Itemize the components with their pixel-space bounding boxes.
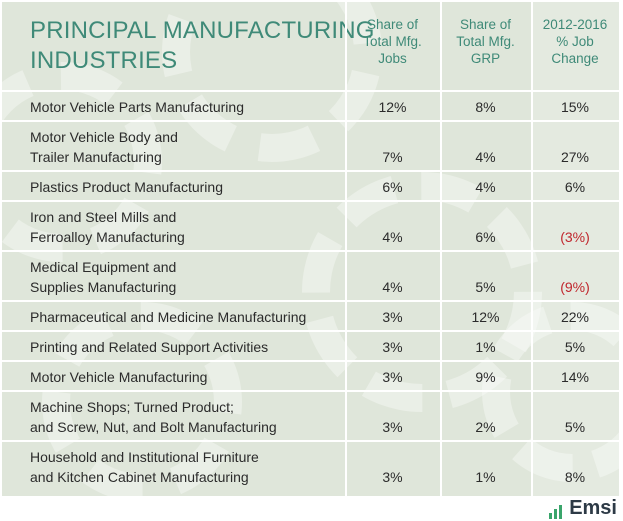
logo-text: Emsi xyxy=(569,497,617,519)
row-name-line: Machine Shops; Turned Product; xyxy=(30,399,234,415)
column-header-line: Jobs xyxy=(378,51,407,66)
row-name: Plastics Product Manufacturing xyxy=(30,177,223,197)
row-value: 3% xyxy=(382,309,403,325)
row-name-line: Printing and Related Support Activities xyxy=(30,339,269,355)
row-value: 22% xyxy=(560,309,590,325)
row-name: Motor Vehicle Manufacturing xyxy=(30,367,207,387)
table-row: Motor Vehicle Parts Manufacturing 12% 8% 15… xyxy=(2,90,619,120)
column-divider xyxy=(440,2,442,496)
row-value: 9% xyxy=(475,369,496,385)
row-value: 6% xyxy=(382,179,403,195)
row-value: 1% xyxy=(475,469,496,485)
row-value: 2% xyxy=(475,419,496,435)
row-value: 5% xyxy=(475,279,496,295)
row-name: Motor Vehicle Body and Trailer Manufactur… xyxy=(30,127,178,167)
column-divider xyxy=(531,2,533,496)
column-divider xyxy=(345,2,347,496)
row-name: Pharmaceutical and Medicine Manufacturin… xyxy=(30,307,306,327)
row-name-line: Iron and Steel Mills and xyxy=(30,209,177,225)
row-value: 3% xyxy=(382,419,403,435)
table-row: Plastics Product Manufacturing 6% 4% 6% xyxy=(2,170,619,200)
row-value: 3% xyxy=(382,339,403,355)
row-name-line: Supplies Manufacturing xyxy=(30,279,177,295)
row-name-line: Medical Equipment and xyxy=(30,259,177,275)
row-value: 5% xyxy=(564,339,586,355)
logo-bar xyxy=(549,513,553,519)
row-value: 1% xyxy=(475,339,496,355)
row-value: 12% xyxy=(471,309,500,325)
row-name-line: Pharmaceutical and Medicine Manufacturin… xyxy=(30,309,307,325)
logo-bar xyxy=(554,509,558,519)
row-value: 4% xyxy=(382,279,403,295)
row-value: (9%) xyxy=(560,279,590,295)
row-name-line: Motor Vehicle Parts Manufacturing xyxy=(30,99,244,115)
row-value: 7% xyxy=(382,149,403,165)
row-name: Household and Institutional Furniture and… xyxy=(30,447,259,487)
row-name-line: Plastics Product Manufacturing xyxy=(30,179,223,195)
table-row: Machine Shops; Turned Product; and Screw,… xyxy=(2,390,619,440)
row-value: 8% xyxy=(564,469,586,485)
column-header-line: % Job xyxy=(556,34,594,49)
row-value: 6% xyxy=(475,229,496,245)
column-header-line: Change xyxy=(551,51,599,66)
table-row: Motor Vehicle Body and Trailer Manufactur… xyxy=(2,120,619,170)
column-header-line: 2012-2016 xyxy=(542,17,608,32)
row-value: 14% xyxy=(560,369,590,385)
row-value: 4% xyxy=(382,229,403,245)
row-name: Motor Vehicle Parts Manufacturing xyxy=(30,97,244,117)
row-value: 5% xyxy=(564,419,586,435)
table-row: Iron and Steel Mills and Ferroalloy Manuf… xyxy=(2,200,619,250)
row-value: 12% xyxy=(378,99,407,115)
row-name: Iron and Steel Mills and Ferroalloy Manuf… xyxy=(30,207,185,247)
row-value: 15% xyxy=(560,99,590,115)
row-name-line: and Screw, Nut, and Bolt Manufacturing xyxy=(30,419,277,435)
row-name-line: and Kitchen Cabinet Manufacturing xyxy=(30,469,249,485)
column-header-line: GRP xyxy=(470,51,501,66)
row-value: 6% xyxy=(564,179,586,195)
table: PRINCIPAL MANUFACTURING INDUSTRIES Share o… xyxy=(2,2,619,496)
row-value: 8% xyxy=(475,99,496,115)
row-name: Medical Equipment and Supplies Manufactur… xyxy=(30,257,176,297)
title: PRINCIPAL MANUFACTURING INDUSTRIES xyxy=(30,16,375,76)
table-row: Household and Institutional Furniture and… xyxy=(2,440,619,490)
title-line: PRINCIPAL MANUFACTURING xyxy=(30,17,375,44)
column-shade xyxy=(531,2,619,496)
row-value: 4% xyxy=(475,149,496,165)
table-row: Motor Vehicle Manufacturing 3% 9% 14% xyxy=(2,360,619,390)
column-header: Share of Total Mfg. GRP xyxy=(440,16,531,67)
logo-bar xyxy=(559,505,563,519)
row-name-line: Motor Vehicle Body and xyxy=(30,129,178,145)
column-header-line: Share of xyxy=(366,17,419,32)
table-row: Medical Equipment and Supplies Manufactur… xyxy=(2,250,619,300)
table-row: Printing and Related Support Activities 3… xyxy=(2,330,619,360)
row-value: 4% xyxy=(475,179,496,195)
row-name-line: Ferroalloy Manufacturing xyxy=(30,229,185,245)
row-name: Machine Shops; Turned Product; and Screw,… xyxy=(30,397,277,437)
row-value: 3% xyxy=(382,469,403,485)
column-header-line: Share of xyxy=(459,17,512,32)
column-header-line: Total Mfg. xyxy=(456,34,515,49)
column-header-line: Total Mfg. xyxy=(363,34,422,49)
row-value: (3%) xyxy=(560,229,590,245)
row-name-line: Trailer Manufacturing xyxy=(30,149,162,165)
row-name-line: Motor Vehicle Manufacturing xyxy=(30,369,208,385)
logo: Emsi xyxy=(549,497,617,519)
row-name: Printing and Related Support Activities xyxy=(30,337,268,357)
column-header: Share of Total Mfg. Jobs xyxy=(345,16,440,67)
row-name-line: Household and Institutional Furniture xyxy=(30,449,259,465)
title-line: INDUSTRIES xyxy=(30,47,178,74)
table-row: Pharmaceutical and Medicine Manufacturin… xyxy=(2,300,619,330)
row-value: 3% xyxy=(382,369,403,385)
row-value: 27% xyxy=(560,149,590,165)
column-header: 2012-2016 % Job Change xyxy=(531,16,619,67)
